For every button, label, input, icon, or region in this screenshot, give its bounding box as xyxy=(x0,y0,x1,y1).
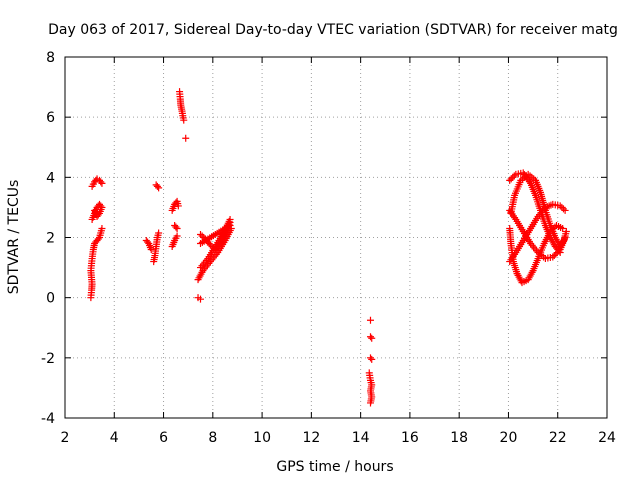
data-point xyxy=(91,206,99,214)
data-point xyxy=(366,354,374,362)
data-point xyxy=(366,316,374,324)
data-point xyxy=(226,218,234,226)
x-tick-label: 8 xyxy=(208,430,217,446)
data-point xyxy=(366,333,374,341)
data-points xyxy=(87,88,570,407)
y-tick-label: 6 xyxy=(46,110,55,126)
x-axis-label: GPS time / hours xyxy=(276,459,393,475)
data-point xyxy=(155,184,163,192)
data-point xyxy=(549,253,557,261)
data-point xyxy=(558,203,566,211)
data-point xyxy=(366,399,374,407)
data-point xyxy=(144,238,152,246)
x-tick-label: 16 xyxy=(401,430,419,446)
data-point xyxy=(215,241,223,249)
y-tick-label: 2 xyxy=(46,231,55,247)
data-point xyxy=(173,224,181,232)
plot-frame xyxy=(64,56,608,419)
data-point xyxy=(198,232,206,240)
data-point xyxy=(368,334,376,342)
y-tick-label: 0 xyxy=(46,291,55,307)
data-point xyxy=(559,205,567,213)
y-axis-label: SDTVAR / TECUs xyxy=(6,180,22,295)
data-point xyxy=(368,355,376,363)
x-tick-label: 20 xyxy=(500,430,518,446)
data-point xyxy=(206,241,214,249)
data-point xyxy=(556,249,564,257)
x-tick-label: 4 xyxy=(110,430,119,446)
data-point xyxy=(172,223,180,231)
data-point xyxy=(173,232,181,240)
data-point xyxy=(506,176,514,184)
data-point xyxy=(559,224,567,232)
data-point xyxy=(94,235,102,243)
data-point xyxy=(555,247,563,255)
data-point xyxy=(153,182,161,190)
y-tick-label: 8 xyxy=(46,50,55,66)
x-tick-label: 12 xyxy=(302,430,320,446)
data-point xyxy=(561,206,569,214)
data-point xyxy=(98,179,106,187)
data-point xyxy=(180,116,188,124)
x-tick-label: 22 xyxy=(549,430,567,446)
data-point xyxy=(155,229,163,237)
x-tick-label: 18 xyxy=(450,430,468,446)
data-point xyxy=(147,246,155,254)
data-point xyxy=(97,178,105,186)
x-tick-label: 10 xyxy=(253,430,271,446)
data-point xyxy=(509,173,517,181)
data-point xyxy=(510,172,518,180)
y-tick-label: -2 xyxy=(41,351,55,367)
y-tick-label: -4 xyxy=(41,411,55,427)
x-tick-label: 6 xyxy=(159,430,168,446)
data-point xyxy=(182,134,190,142)
data-point xyxy=(174,202,182,210)
x-tick-label: 2 xyxy=(61,430,70,446)
data-point xyxy=(98,224,106,232)
data-point xyxy=(507,175,515,183)
data-point xyxy=(550,252,558,260)
y-tick-label: 4 xyxy=(46,170,55,186)
data-point xyxy=(556,202,564,210)
x-tick-label: 14 xyxy=(352,430,370,446)
chart-title: Day 063 of 2017, Sidereal Day-to-day VTE… xyxy=(48,22,618,38)
data-point xyxy=(197,230,204,238)
data-point xyxy=(197,295,204,303)
data-point xyxy=(562,227,570,235)
x-tick-label: 24 xyxy=(598,430,616,446)
data-point xyxy=(552,250,560,258)
